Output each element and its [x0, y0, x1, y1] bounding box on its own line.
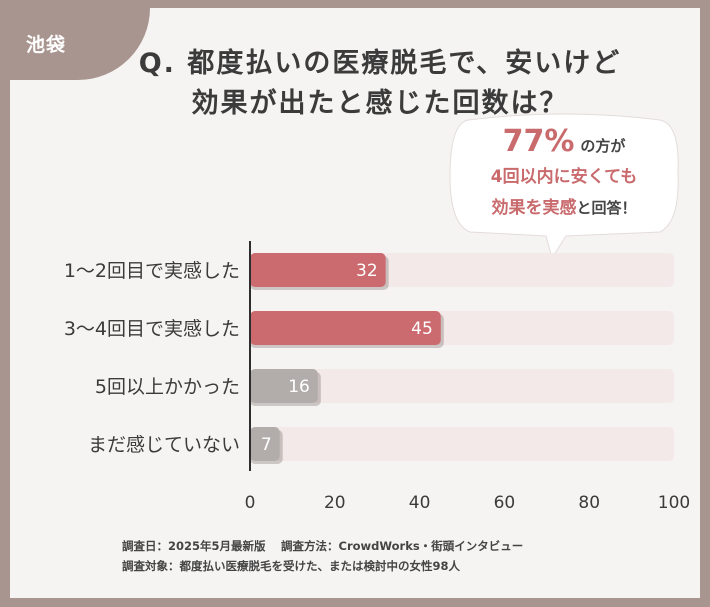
bar — [250, 311, 441, 345]
bubble-line-3-rest: と回答！ — [576, 199, 637, 217]
bubble-line-1: 77% の方が — [448, 126, 680, 162]
speech-bubble: 77% の方が 4回以内に安くても 効果を実感と回答！ — [448, 112, 680, 262]
x-tick-label: 60 — [494, 493, 516, 513]
x-tick-label: 100 — [658, 493, 690, 513]
bubble-text: 77% の方が 4回以内に安くても 効果を実感と回答！ — [448, 126, 680, 224]
bubble-line-3: 効果を実感と回答！ — [448, 193, 680, 224]
survey-footnote: 調査日：2025年5月最新版 調査方法：CrowdWorks・街頭インタビュー … — [122, 536, 523, 576]
bubble-accent: 効果を実感 — [491, 198, 577, 218]
bar-track — [250, 369, 674, 403]
category-label: 1〜2回目で実感した — [64, 260, 240, 282]
location-tag: 池袋 — [10, 8, 150, 80]
bar-value-label: 7 — [261, 435, 272, 455]
x-tick-label: 40 — [409, 493, 431, 513]
bar — [250, 369, 318, 403]
bubble-line-1-suffix: の方が — [580, 137, 626, 155]
question-line-1: Q. 都度払いの医療脱毛で、安いけど — [138, 48, 622, 79]
bubble-percent: 77% — [502, 124, 575, 159]
bar-value-label: 16 — [288, 377, 310, 397]
bar-value-label: 32 — [356, 261, 378, 281]
x-tick-label: 0 — [245, 493, 256, 513]
category-label: まだ感じていない — [88, 434, 240, 456]
bubble-line-2: 4回以内に安くても — [490, 167, 638, 187]
question-title: Q. 都度払いの医療脱毛で、安いけど 効果が出たと感じた回数は？ — [70, 44, 690, 124]
question-line-2: 効果が出たと感じた回数は？ — [191, 88, 569, 119]
bar-track — [250, 427, 674, 461]
infographic-card: 池袋 Q. 都度払いの医療脱毛で、安いけど 効果が出たと感じた回数は？ 77% … — [10, 8, 700, 598]
location-label: 池袋 — [26, 34, 67, 56]
footnote-line-1: 調査日：2025年5月最新版 調査方法：CrowdWorks・街頭インタビュー — [122, 539, 524, 553]
category-label: 5回以上かかった — [95, 376, 240, 398]
x-tick-label: 80 — [578, 493, 600, 513]
bar — [250, 427, 280, 461]
bar-chart: 32 1〜2回目で実感した 45 3〜4回目で実感した 16 5回以上かかった 7 まだ感じて… — [64, 241, 690, 513]
bar — [250, 253, 386, 287]
bar-value-label: 45 — [411, 319, 433, 339]
x-tick-label: 20 — [324, 493, 346, 513]
category-label: 3〜4回目で実感した — [64, 318, 240, 340]
speech-bubble-shape — [449, 113, 679, 260]
footnote-line-2: 調査対象：都度払い医療脱毛を受けた、または検討中の女性98人 — [122, 559, 460, 573]
